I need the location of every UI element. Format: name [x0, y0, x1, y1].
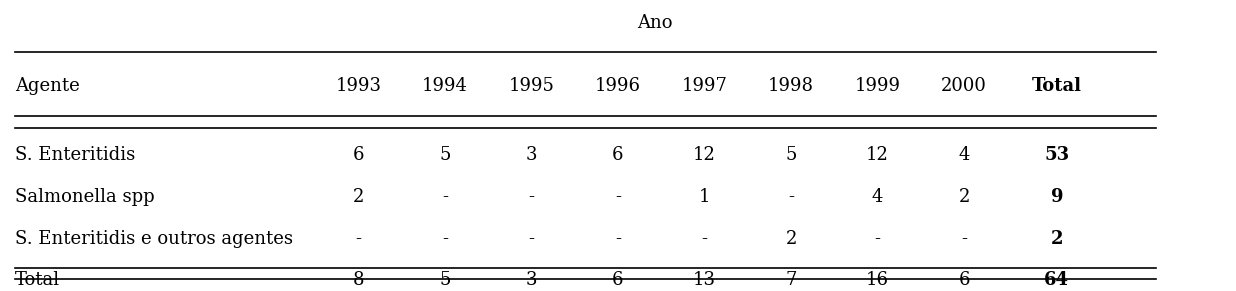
Text: -: - [875, 230, 880, 248]
Text: Total: Total [1032, 77, 1082, 95]
Text: 8: 8 [352, 272, 365, 290]
Text: 53: 53 [1044, 146, 1069, 164]
Text: -: - [529, 188, 534, 206]
Text: 5: 5 [439, 146, 451, 164]
Text: S. Enteritidis e outros agentes: S. Enteritidis e outros agentes [15, 230, 293, 248]
Text: 16: 16 [866, 272, 889, 290]
Text: 2: 2 [785, 230, 797, 248]
Text: -: - [442, 188, 447, 206]
Text: 1998: 1998 [768, 77, 815, 95]
Text: Agente: Agente [15, 77, 79, 95]
Text: -: - [789, 188, 794, 206]
Text: 9: 9 [1051, 188, 1063, 206]
Text: -: - [702, 230, 707, 248]
Text: 1996: 1996 [595, 77, 641, 95]
Text: -: - [529, 230, 534, 248]
Text: 5: 5 [785, 146, 797, 164]
Text: 6: 6 [958, 272, 970, 290]
Text: 4: 4 [958, 146, 970, 164]
Text: 13: 13 [693, 272, 716, 290]
Text: 2: 2 [958, 188, 970, 206]
Text: 64: 64 [1044, 272, 1069, 290]
Text: Total: Total [15, 272, 61, 290]
Text: 12: 12 [866, 146, 889, 164]
Text: 7: 7 [785, 272, 797, 290]
Text: 6: 6 [612, 272, 624, 290]
Text: -: - [616, 230, 620, 248]
Text: 6: 6 [612, 146, 624, 164]
Text: 1993: 1993 [335, 77, 382, 95]
Text: Ano: Ano [638, 14, 672, 32]
Text: 12: 12 [693, 146, 716, 164]
Text: 1995: 1995 [508, 77, 555, 95]
Text: -: - [616, 188, 620, 206]
Text: 1999: 1999 [854, 77, 901, 95]
Text: 1994: 1994 [421, 77, 468, 95]
Text: 1997: 1997 [681, 77, 728, 95]
Text: -: - [356, 230, 361, 248]
Text: 4: 4 [871, 188, 884, 206]
Text: 6: 6 [352, 146, 365, 164]
Text: 2000: 2000 [941, 77, 988, 95]
Text: 2: 2 [352, 188, 365, 206]
Text: 2: 2 [1051, 230, 1063, 248]
Text: Salmonella spp: Salmonella spp [15, 188, 154, 206]
Text: -: - [962, 230, 967, 248]
Text: -: - [442, 230, 447, 248]
Text: 1: 1 [698, 188, 711, 206]
Text: 3: 3 [525, 146, 538, 164]
Text: 5: 5 [439, 272, 451, 290]
Text: S. Enteritidis: S. Enteritidis [15, 146, 135, 164]
Text: 3: 3 [525, 272, 538, 290]
